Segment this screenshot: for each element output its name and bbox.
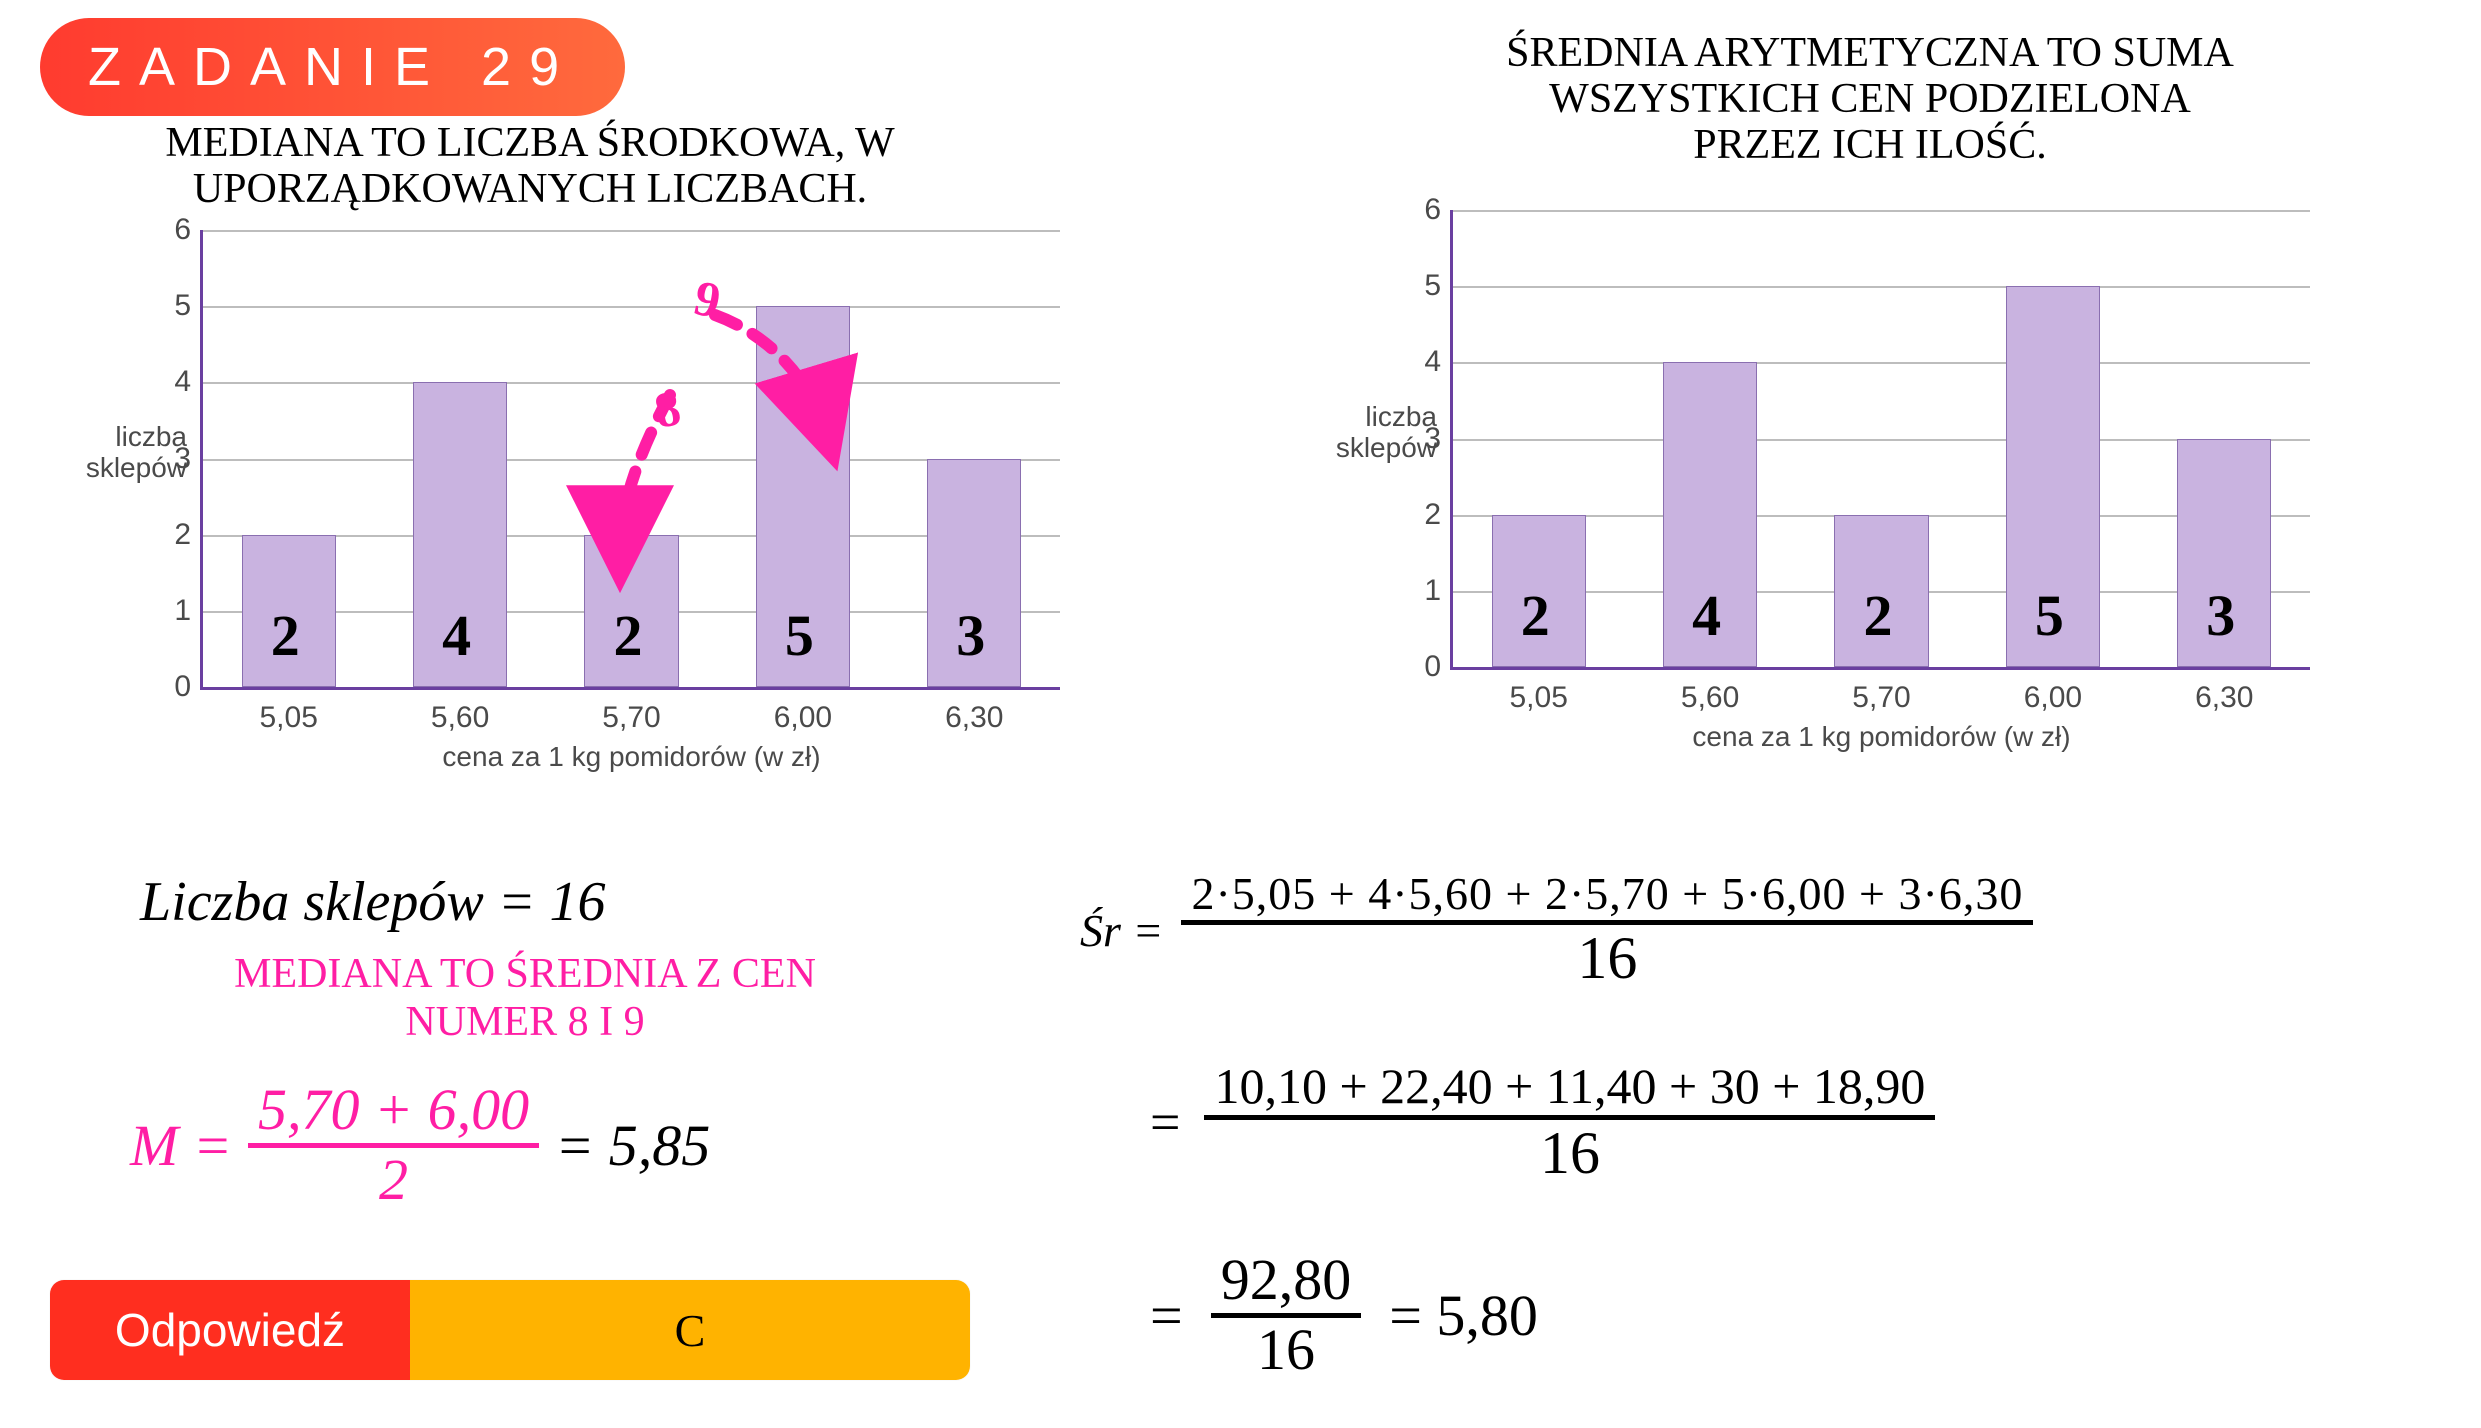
y-tick-label: 6 xyxy=(174,213,203,247)
x-tick-label: 6,00 xyxy=(774,687,832,735)
chart-mean: 01234565,0525,6045,7026,0056,303cena za … xyxy=(1450,210,2310,670)
heading-median-line1: MEDIANA TO LICZBA ŚRODKOWA, W xyxy=(80,120,980,166)
task-badge: ZADANIE 29 xyxy=(40,18,625,116)
bar-hand-label: 4 xyxy=(442,602,471,669)
y-tick-label: 6 xyxy=(1424,193,1453,227)
y-tick-label: 2 xyxy=(1424,498,1453,532)
mean-frac2-den: 16 xyxy=(1204,1120,1935,1185)
y-tick-label: 5 xyxy=(174,289,203,323)
y-tick-label: 5 xyxy=(1424,269,1453,303)
bar-hand-label: 2 xyxy=(1864,582,1893,649)
bar-hand-label: 5 xyxy=(785,602,814,669)
equals-icon: = xyxy=(1150,1091,1180,1153)
median-result: = 5,85 xyxy=(555,1112,710,1179)
median-explain-line1: MEDIANA TO ŚREDNIA Z CEN xyxy=(115,950,935,998)
mean-frac3-den: 16 xyxy=(1211,1318,1362,1381)
grid-line xyxy=(1453,210,2310,212)
mean-sr-label: Śr = xyxy=(1080,904,1163,957)
bar-hand-label: 2 xyxy=(614,602,643,669)
answer-box: Odpowiedź C xyxy=(50,1280,970,1380)
mean-frac-2: 10,10 + 22,40 + 11,40 + 30 + 18,90 16 xyxy=(1204,1060,1935,1185)
y-tick-label: 1 xyxy=(174,594,203,628)
heading-mean-line2: WSZYSTKICH CEN PODZIELONA xyxy=(1330,76,2410,122)
median-num: 5,70 + 6,00 xyxy=(248,1080,539,1148)
x-tick-label: 5,70 xyxy=(1852,667,1910,715)
grid-line xyxy=(203,382,1060,384)
mean-result: = 5,80 xyxy=(1389,1282,1538,1349)
x-axis-label: cena za 1 kg pomidorów (w zł) xyxy=(442,741,820,773)
median-den: 2 xyxy=(248,1148,539,1211)
heading-median: MEDIANA TO LICZBA ŚRODKOWA, W UPORZĄDKOW… xyxy=(80,120,980,212)
median-formula: M = 5,70 + 6,00 2 = 5,85 xyxy=(130,1080,710,1211)
x-tick-label: 6,00 xyxy=(2024,667,2082,715)
grid-line xyxy=(1453,362,2310,364)
bar-hand-label: 5 xyxy=(2035,582,2064,649)
mean-frac1-den: 16 xyxy=(1181,925,2033,990)
mean-frac3-num: 92,80 xyxy=(1211,1250,1362,1318)
bar-hand-label: 4 xyxy=(1692,582,1721,649)
mean-frac1-num: 2·5,05 + 4·5,60 + 2·5,70 + 5·6,00 + 3·6,… xyxy=(1181,870,2033,925)
x-axis-label: cena za 1 kg pomidorów (w zł) xyxy=(1692,721,2070,753)
answer-value: C xyxy=(410,1280,970,1380)
y-tick-label: 0 xyxy=(174,670,203,704)
y-axis-label: liczbasklepów xyxy=(86,422,203,484)
median-M: M = xyxy=(130,1112,232,1179)
mean-formula-line1: Śr = 2·5,05 + 4·5,60 + 2·5,70 + 5·6,00 +… xyxy=(1080,870,2033,990)
y-tick-label: 1 xyxy=(1424,574,1453,608)
bar-hand-label: 2 xyxy=(1521,582,1550,649)
y-tick-label: 4 xyxy=(174,365,203,399)
answer-label: Odpowiedź xyxy=(50,1280,410,1380)
heading-median-line2: UPORZĄDKOWANYCH LICZBACH. xyxy=(80,166,980,212)
median-explain: MEDIANA TO ŚREDNIA Z CEN NUMER 8 I 9 xyxy=(115,950,935,1046)
shops-count-line: Liczba sklepów = 16 xyxy=(140,870,606,934)
mean-formula-line3: = 92,80 16 = 5,80 xyxy=(1150,1250,1538,1381)
x-tick-label: 5,70 xyxy=(602,687,660,735)
y-tick-label: 4 xyxy=(1424,345,1453,379)
median-explain-line2: NUMER 8 I 9 xyxy=(115,998,935,1046)
median-fraction: 5,70 + 6,00 2 xyxy=(248,1080,539,1211)
x-tick-label: 5,05 xyxy=(259,687,317,735)
mean-formula-line2: = 10,10 + 22,40 + 11,40 + 30 + 18,90 16 xyxy=(1150,1060,1935,1185)
x-tick-label: 5,60 xyxy=(1681,667,1739,715)
x-tick-label: 5,60 xyxy=(431,687,489,735)
bar-hand-label: 2 xyxy=(271,602,300,669)
mean-frac2-num: 10,10 + 22,40 + 11,40 + 30 + 18,90 xyxy=(1204,1060,1935,1120)
chart-median: 01234565,0525,6045,7026,0056,303cena za … xyxy=(200,230,1060,690)
y-axis-label: liczbasklepów xyxy=(1336,402,1453,464)
mean-frac-3: 92,80 16 xyxy=(1211,1250,1362,1381)
chart-plot: 01234565,0525,6045,7026,0056,303cena za … xyxy=(1450,210,2310,670)
mean-frac-1: 2·5,05 + 4·5,60 + 2·5,70 + 5·6,00 + 3·6,… xyxy=(1181,870,2033,990)
y-tick-label: 2 xyxy=(174,518,203,552)
heading-mean-line3: PRZEZ ICH ILOŚĆ. xyxy=(1330,122,2410,168)
bar-hand-label: 3 xyxy=(2206,582,2235,649)
grid-line xyxy=(203,306,1060,308)
y-tick-label: 0 xyxy=(1424,650,1453,684)
x-tick-label: 6,30 xyxy=(945,687,1003,735)
heading-mean: ŚREDNIA ARYTMETYCZNA TO SUMA WSZYSTKICH … xyxy=(1330,30,2410,169)
chart-plot: 01234565,0525,6045,7026,0056,303cena za … xyxy=(200,230,1060,690)
x-tick-label: 6,30 xyxy=(2195,667,2253,715)
equals-icon: = xyxy=(1150,1282,1183,1349)
x-tick-label: 5,05 xyxy=(1509,667,1567,715)
heading-mean-line1: ŚREDNIA ARYTMETYCZNA TO SUMA xyxy=(1330,30,2410,76)
bar-hand-label: 3 xyxy=(956,602,985,669)
grid-line xyxy=(203,230,1060,232)
grid-line xyxy=(1453,286,2310,288)
